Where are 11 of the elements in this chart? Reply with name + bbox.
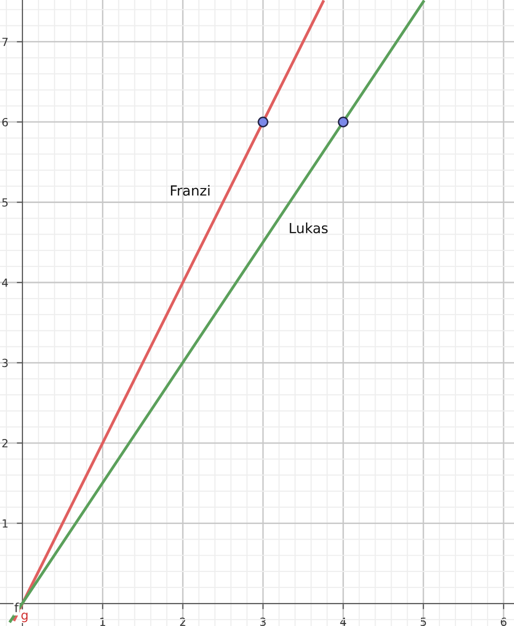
y-tick-label: 3 [2,358,8,368]
y-tick-label: 2 [2,438,8,448]
y-tick-label: 1 [2,519,8,528]
y-tick-label: 7 [2,38,8,46]
y-tick-label: 5 [2,198,8,207]
annotation: g [21,612,28,622]
y-tick-label: 6 [2,118,8,126]
annotation: Franzi [170,185,210,196]
annotation: Lukas [290,222,328,234]
y-tick-label: 4 [2,278,8,287]
annotation: f [14,602,19,612]
